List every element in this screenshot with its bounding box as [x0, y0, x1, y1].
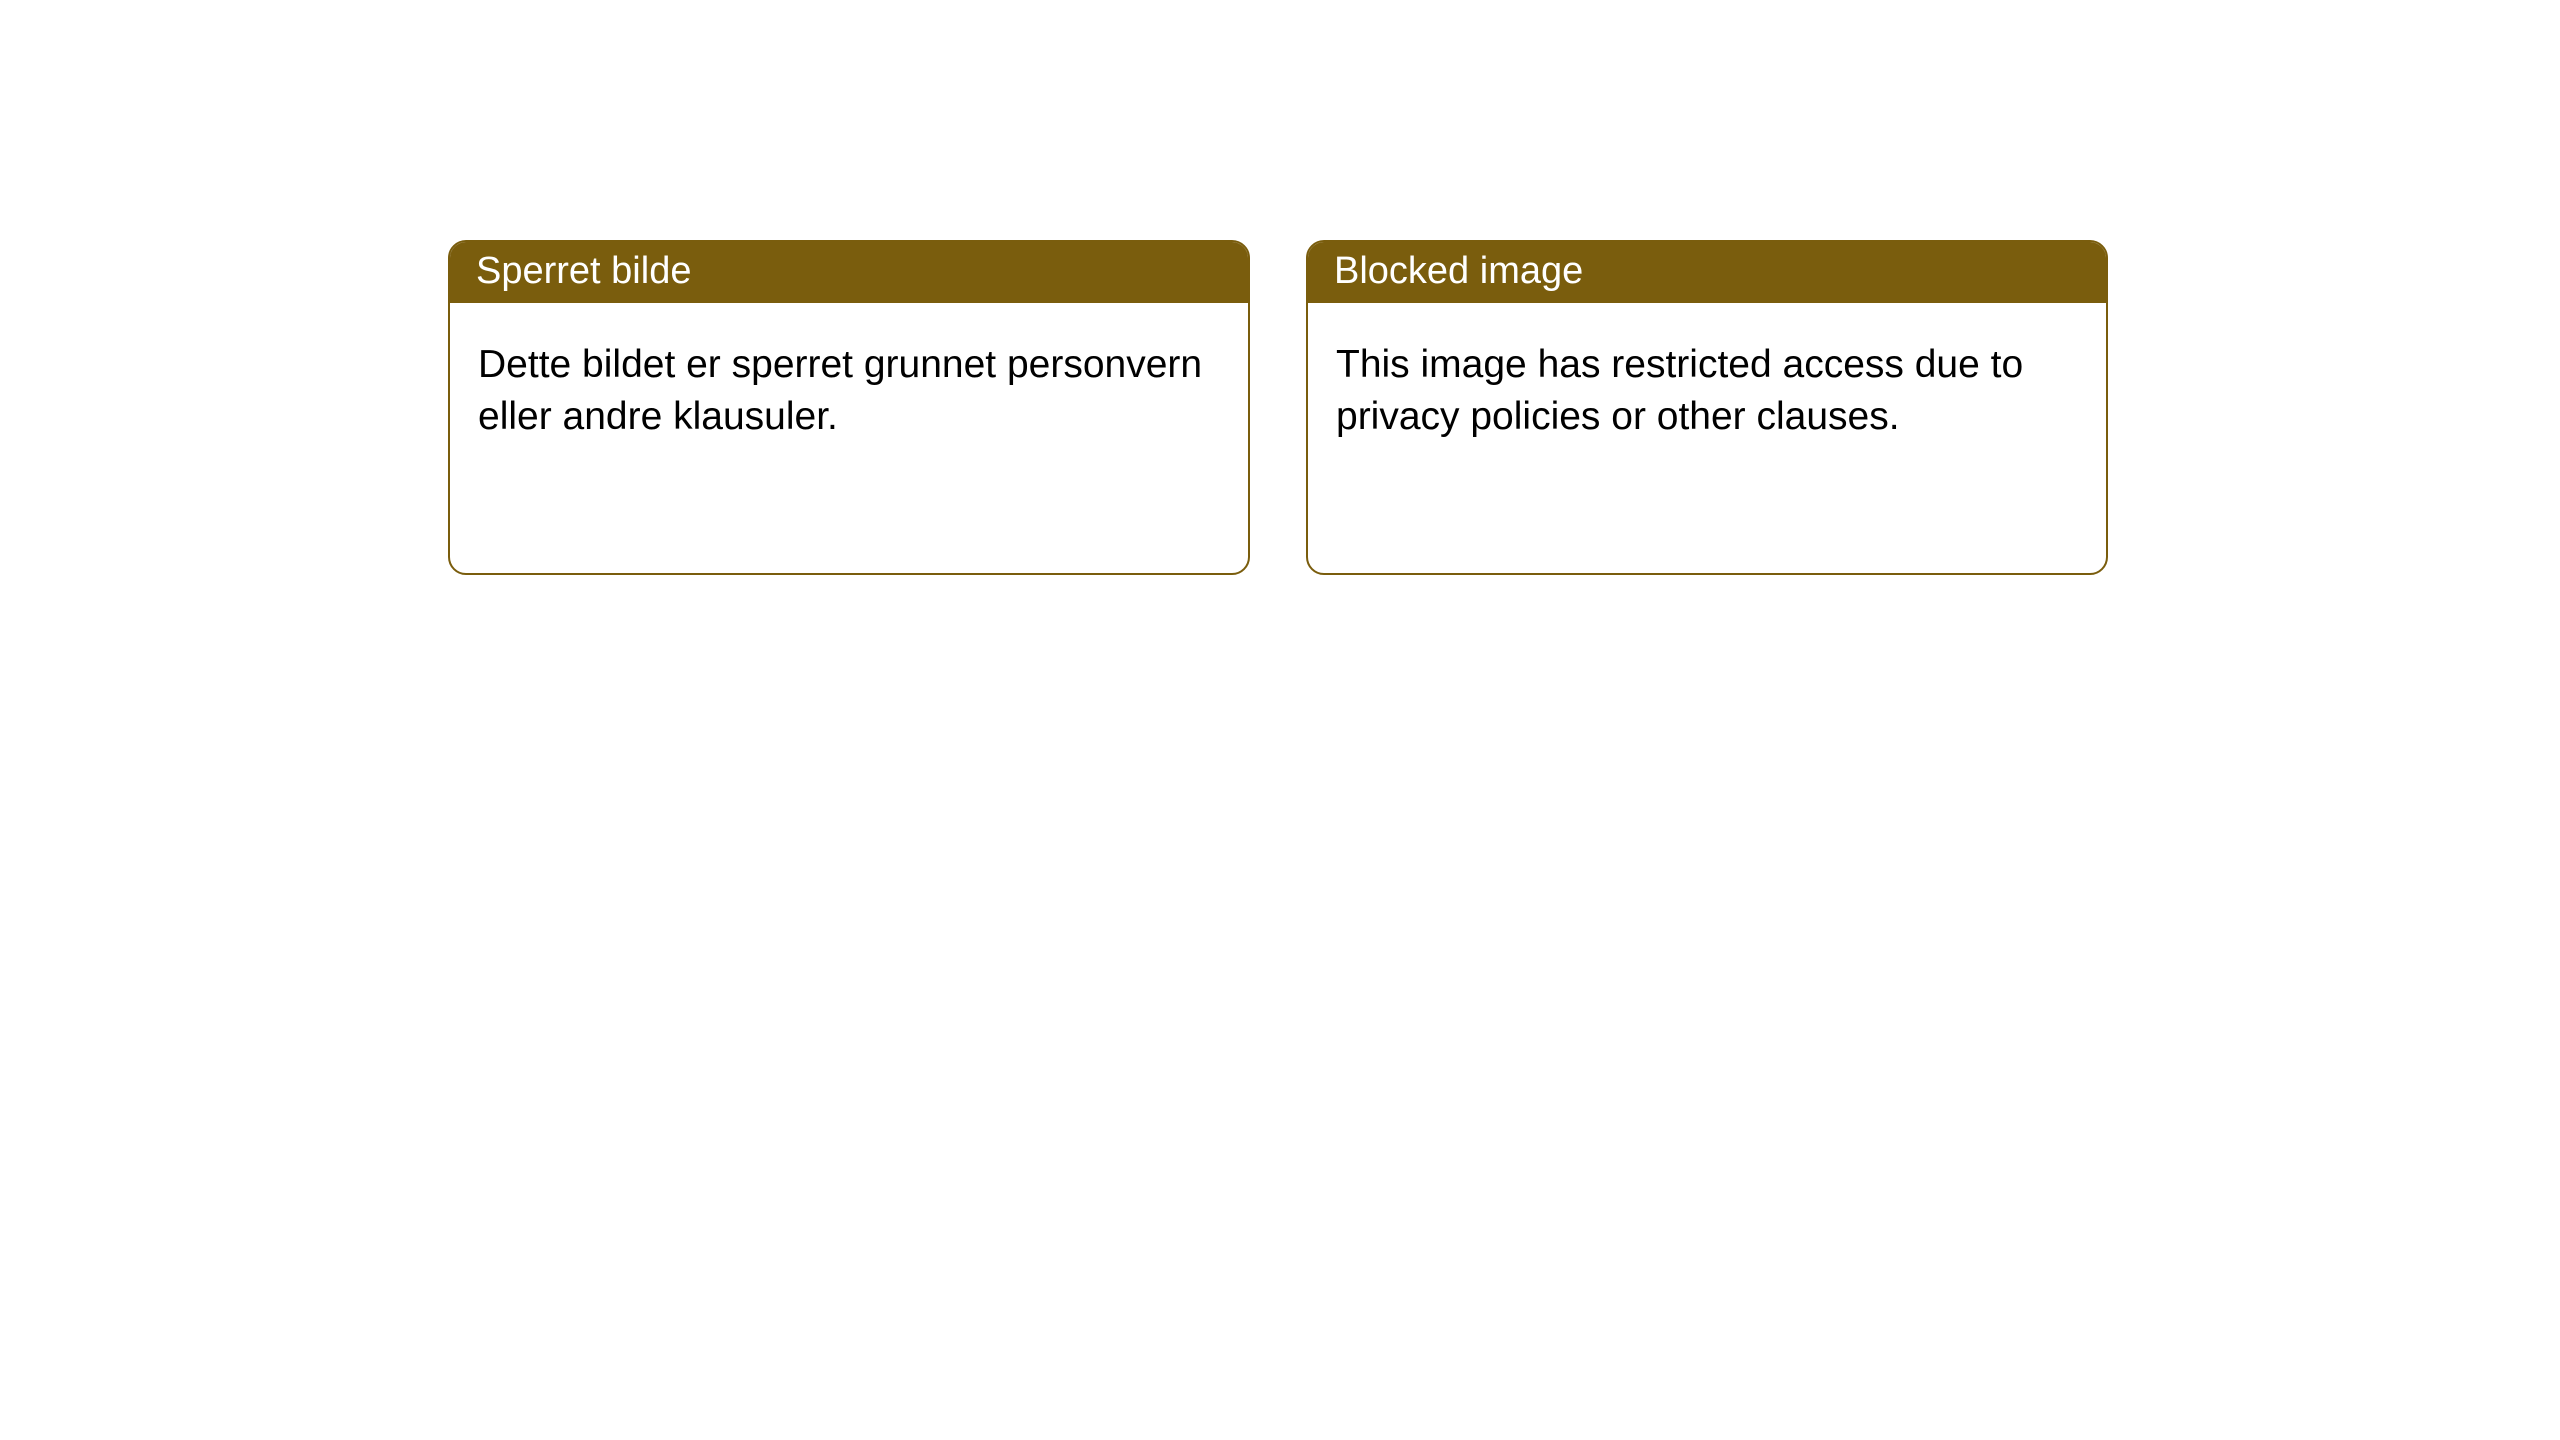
- card-body-text: This image has restricted access due to …: [1336, 339, 2078, 443]
- card-body-text: Dette bildet er sperret grunnet personve…: [478, 339, 1220, 443]
- card-header: Blocked image: [1308, 242, 2106, 303]
- card-header: Sperret bilde: [450, 242, 1248, 303]
- card-body: Dette bildet er sperret grunnet personve…: [450, 303, 1248, 573]
- card-title: Blocked image: [1334, 250, 1583, 292]
- notice-cards-container: Sperret bilde Dette bildet er sperret gr…: [0, 0, 2560, 575]
- notice-card-norwegian: Sperret bilde Dette bildet er sperret gr…: [448, 240, 1250, 575]
- notice-card-english: Blocked image This image has restricted …: [1306, 240, 2108, 575]
- card-title: Sperret bilde: [476, 250, 691, 292]
- card-body: This image has restricted access due to …: [1308, 303, 2106, 573]
